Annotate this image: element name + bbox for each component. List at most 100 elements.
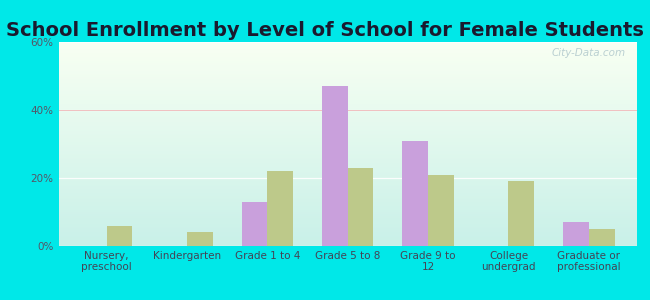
Bar: [58, 65, 637, 67]
Bar: [58, 63, 637, 64]
Bar: [589, 229, 614, 246]
Bar: [58, 122, 637, 123]
Bar: [58, 100, 637, 101]
Bar: [58, 51, 637, 52]
Bar: [58, 54, 637, 55]
Bar: [58, 210, 637, 211]
Bar: [58, 93, 637, 94]
Bar: [58, 105, 637, 106]
Bar: [58, 243, 637, 244]
Bar: [58, 72, 637, 73]
Bar: [58, 110, 637, 111]
Bar: [58, 76, 637, 77]
Bar: [58, 147, 637, 148]
Bar: [58, 153, 637, 154]
Bar: [58, 45, 637, 46]
Bar: [58, 57, 637, 58]
Bar: [58, 98, 637, 99]
Bar: [58, 77, 637, 78]
Bar: [58, 194, 637, 195]
Bar: [58, 94, 637, 95]
Bar: [58, 68, 637, 70]
Bar: [58, 139, 637, 140]
Bar: [58, 134, 637, 135]
Bar: [58, 175, 637, 176]
Bar: [58, 101, 637, 102]
Bar: [58, 197, 637, 198]
Bar: [58, 195, 637, 196]
Bar: [58, 196, 637, 197]
Bar: [58, 218, 637, 220]
Bar: [58, 178, 637, 179]
Bar: [58, 231, 637, 232]
Bar: [322, 86, 348, 246]
Bar: [58, 130, 637, 131]
Bar: [58, 140, 637, 141]
Bar: [348, 168, 374, 246]
Bar: [58, 82, 637, 83]
Bar: [58, 189, 637, 190]
Bar: [58, 221, 637, 223]
Bar: [58, 212, 637, 213]
Bar: [58, 67, 637, 68]
Bar: [58, 96, 637, 97]
Bar: [58, 183, 637, 184]
Bar: [58, 193, 637, 194]
Bar: [58, 112, 637, 113]
Bar: [58, 55, 637, 56]
Bar: [58, 47, 637, 48]
Bar: [58, 143, 637, 144]
Bar: [58, 81, 637, 82]
Bar: [58, 181, 637, 182]
Bar: [58, 42, 637, 43]
Bar: [58, 228, 637, 229]
Bar: [58, 223, 637, 224]
Bar: [58, 92, 637, 93]
Bar: [58, 95, 637, 96]
Bar: [58, 104, 637, 105]
Bar: [58, 124, 637, 126]
Bar: [58, 118, 637, 119]
Bar: [58, 56, 637, 57]
Bar: [58, 185, 637, 186]
Bar: [58, 235, 637, 236]
Bar: [58, 44, 637, 45]
Bar: [58, 90, 637, 91]
Bar: [58, 136, 637, 137]
Bar: [58, 62, 637, 63]
Bar: [58, 156, 637, 157]
Bar: [58, 192, 637, 193]
Bar: [58, 53, 637, 54]
Bar: [58, 206, 637, 207]
Bar: [58, 167, 637, 169]
Bar: [58, 107, 637, 108]
Bar: [267, 171, 293, 246]
Bar: [58, 236, 637, 237]
Bar: [58, 241, 637, 242]
Bar: [58, 226, 637, 228]
Bar: [58, 60, 637, 62]
Bar: [58, 99, 637, 100]
Bar: [58, 43, 637, 44]
Bar: [58, 119, 637, 121]
Bar: [58, 245, 637, 246]
Bar: [58, 179, 637, 180]
Bar: [58, 180, 637, 181]
Bar: [58, 205, 637, 206]
Bar: [58, 149, 637, 150]
Bar: [58, 191, 637, 192]
Bar: [58, 182, 637, 183]
Bar: [242, 202, 267, 246]
Bar: [58, 229, 637, 230]
Bar: [58, 204, 637, 205]
Bar: [58, 85, 637, 86]
Bar: [58, 174, 637, 175]
Bar: [58, 157, 637, 158]
Bar: [58, 148, 637, 149]
Bar: [58, 86, 637, 87]
Bar: [58, 113, 637, 114]
Bar: [58, 146, 637, 147]
Bar: [58, 138, 637, 139]
Bar: [58, 216, 637, 217]
Bar: [58, 232, 637, 233]
